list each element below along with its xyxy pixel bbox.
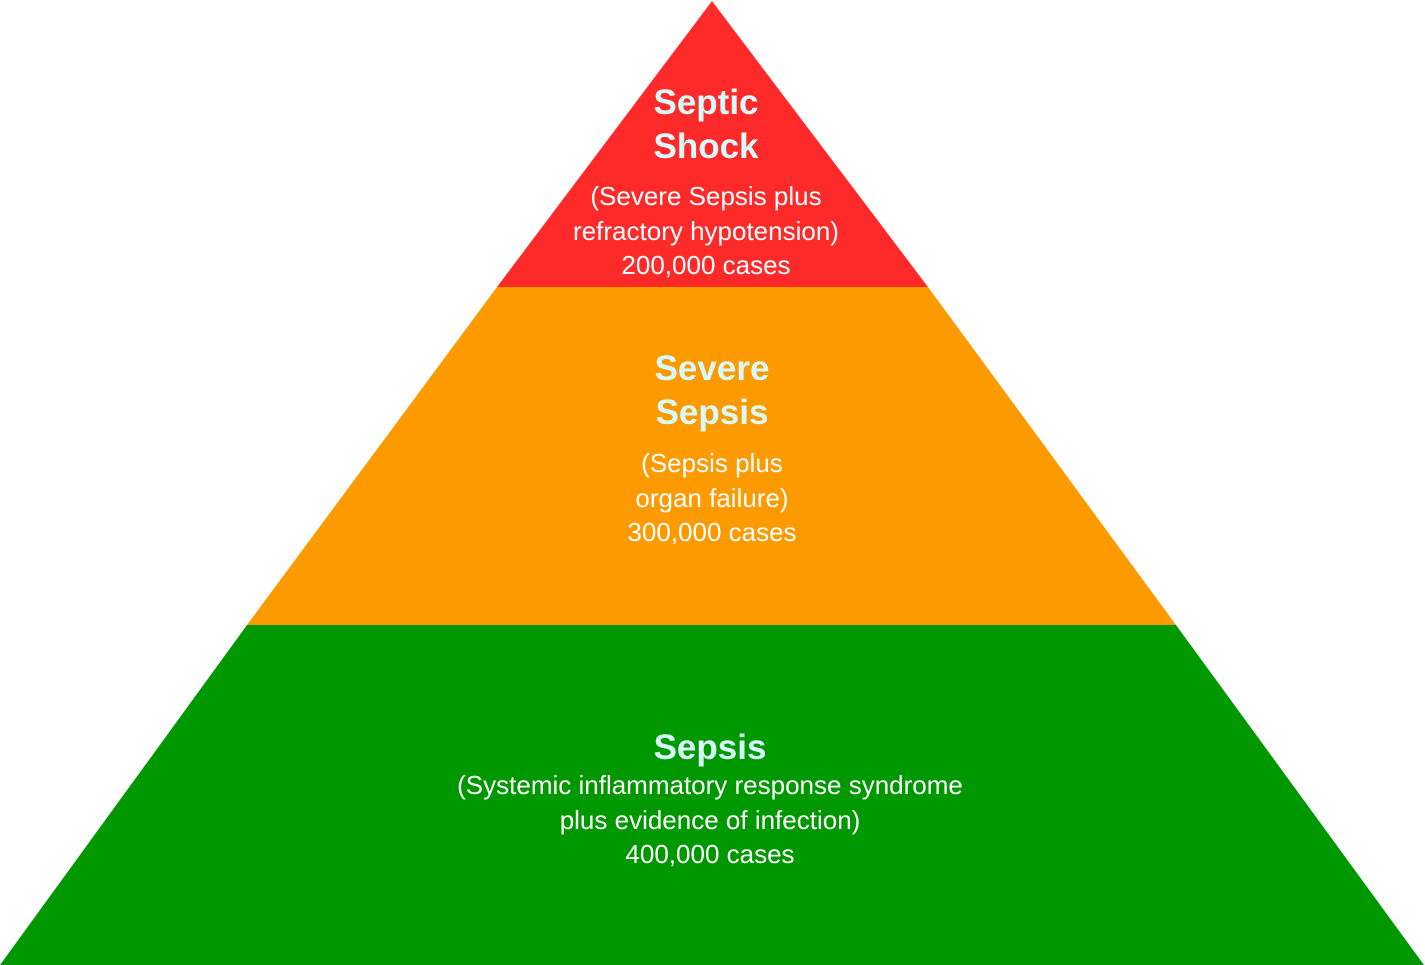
- base-tier-description-line: (Systemic inflammatory response syndrome: [457, 770, 963, 800]
- base-tier-title-line: Sepsis: [653, 728, 767, 767]
- top-tier-title-line: Septic: [653, 83, 759, 122]
- base-tier-description-line: plus evidence of infection): [559, 804, 861, 835]
- middle-tier-description: (Sepsis plus organ failure) 300,000 case…: [627, 446, 796, 550]
- pyramid-tier-top: [497, 1, 928, 287]
- top-tier-cases: 200,000 cases: [621, 250, 791, 280]
- middle-tier-title-line: Severe: [654, 349, 770, 388]
- top-tier-label: Septic Shock (Severe Sepsis plus refract…: [573, 81, 839, 283]
- top-tier-description-line: refractory hypotension): [573, 215, 839, 246]
- top-tier-description: (Severe Sepsis plus refractory hypotensi…: [573, 179, 839, 283]
- top-tier-title: Septic Shock: [573, 81, 839, 169]
- middle-tier-label: Severe Sepsis (Sepsis plus organ failure…: [627, 347, 796, 550]
- base-tier-description: (Systemic inflammatory response syndrome…: [457, 768, 963, 872]
- top-tier-title-line: Shock: [653, 127, 759, 166]
- middle-tier-title-line: Sepsis: [655, 393, 769, 432]
- top-tier-description-line: (Severe Sepsis plus: [590, 181, 822, 211]
- pyramid-tier-middle: [247, 287, 1176, 625]
- base-tier-label: Sepsis (Systemic inflammatory response s…: [457, 726, 963, 872]
- base-tier-cases: 400,000 cases: [625, 839, 795, 869]
- middle-tier-description-line: (Sepsis plus: [641, 448, 783, 478]
- middle-tier-title: Severe Sepsis: [627, 347, 796, 435]
- middle-tier-cases: 300,000 cases: [627, 517, 797, 547]
- base-tier-title: Sepsis: [457, 726, 963, 770]
- pyramid-tier-base: [0, 625, 1424, 965]
- middle-tier-description-line: organ failure): [635, 482, 789, 513]
